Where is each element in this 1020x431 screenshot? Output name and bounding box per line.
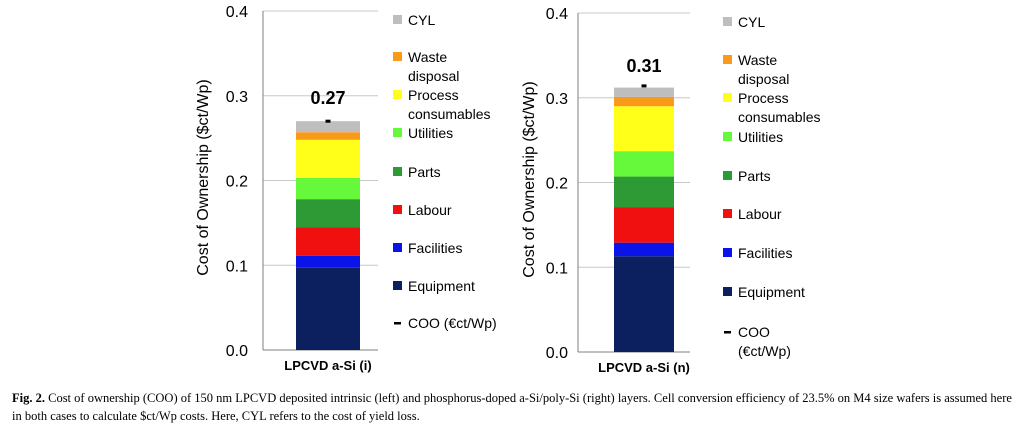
chart2-bar-segment-cyl <box>614 87 674 97</box>
chart1-legend-label-cyl: CYL <box>408 12 435 28</box>
chart1-legend-swatch-cyl <box>393 15 402 24</box>
chart1-bar-segment-cyl <box>296 121 360 133</box>
caption-label: Fig. 2. <box>12 391 45 405</box>
chart1-legend-swatch-facilities <box>393 243 402 252</box>
chart1-total-value-label: 0.27 <box>310 88 345 108</box>
caption-text: Cost of ownership (COO) of 150 nm LPCVD … <box>12 391 1012 423</box>
chart1-legend-swatch-waste <box>393 52 402 61</box>
chart2-legend-label-process: consumables <box>738 109 821 125</box>
chart2-legend-label-waste: Waste <box>738 52 777 68</box>
chart2-legend-label-facilities: Facilities <box>738 245 792 261</box>
chart2-legend-swatch-facilities <box>723 248 732 257</box>
chart2-legend-label-waste: disposal <box>738 71 789 87</box>
chart1-legend-label-equipment: Equipment <box>408 278 475 294</box>
chart2-y-tick-label: 0.1 <box>546 260 568 277</box>
chart2-legend-label-process: Process <box>738 90 789 106</box>
chart1-legend-swatch-equipment <box>393 281 402 290</box>
chart2-coo-marker <box>641 84 647 88</box>
chart1-y-tick-label: 0.0 <box>226 343 248 360</box>
chart2-bar-segment-facilities <box>614 242 674 257</box>
chart1-bar-segment-process-consumables <box>296 139 360 178</box>
chart1-legend-label-process: consumables <box>408 106 491 122</box>
chart1-legend-label-process: Process <box>408 87 459 103</box>
chart1-legend-swatch-parts <box>393 167 402 176</box>
chart2-legend-label-coo: COO <box>738 324 770 340</box>
chart2-legend-label-labour: Labour <box>738 206 782 222</box>
chart2-y-axis-label: Cost of Ownership ($ct/Wp) <box>521 81 538 278</box>
chart1-legend-label-waste: Waste <box>408 49 447 65</box>
chart2-y-tick-label: 0.4 <box>546 6 568 23</box>
chart2-bar-segment-parts <box>614 176 674 208</box>
chart2-legend-swatch-labour <box>723 209 732 218</box>
chart2-y-tick-label: 0.2 <box>546 176 568 193</box>
chart1-y-tick-label: 0.1 <box>226 258 248 275</box>
chart2-y-tick-label: 0.3 <box>546 91 568 108</box>
chart1-bar-segment-labour <box>296 227 360 256</box>
chart2-legend-label-utilities: Utilities <box>738 129 783 145</box>
chart2-bar-segment-waste-disposal <box>614 96 674 107</box>
chart2-legend-swatch-utilities <box>723 132 732 141</box>
figure-caption: Fig. 2. Cost of ownership (COO) of 150 n… <box>12 389 1012 425</box>
chart2-legend-label-coo: (€ct/Wp) <box>738 343 791 359</box>
chart1-bar-segment-waste-disposal <box>296 132 360 140</box>
chart1-legend-swatch-utilities <box>393 128 402 137</box>
chart1-legend-label-labour: Labour <box>408 202 452 218</box>
chart2-legend-swatch-process <box>723 93 732 102</box>
chart2-legend-swatch-equipment <box>723 287 732 296</box>
chart2-x-category-label: LPCVD a-Si (n) <box>598 360 690 375</box>
chart1-bar-segment-facilities <box>296 255 360 268</box>
chart2-bar-segment-labour <box>614 207 674 243</box>
chart2-bar-segment-utilities <box>614 151 674 177</box>
chart1-legend-label-utilities: Utilities <box>408 125 453 141</box>
chart1-legend-label-facilities: Facilities <box>408 240 462 256</box>
chart2-bar-segment-process-consumables <box>614 106 674 152</box>
chart2-legend-label-cyl: CYL <box>738 14 765 30</box>
chart1-legend-label-parts: Parts <box>408 164 441 180</box>
chart1-y-tick-label: 0.4 <box>226 4 248 21</box>
chart2-legend-swatch-coo <box>724 331 731 334</box>
chart2-legend-label-parts: Parts <box>738 168 771 184</box>
chart1-y-tick-label: 0.3 <box>226 89 248 106</box>
chart2-total-value-label: 0.31 <box>626 56 661 76</box>
chart1-legend-label-waste: disposal <box>408 68 459 84</box>
chart1-bar-segment-parts <box>296 199 360 228</box>
chart1-legend-swatch-process <box>393 90 402 99</box>
chart2-legend-label-equipment: Equipment <box>738 284 805 300</box>
chart1-legend-swatch-labour <box>393 205 402 214</box>
chart2-legend-swatch-waste <box>723 55 732 64</box>
chart1-legend-swatch-coo <box>394 322 401 325</box>
chart1-bar-segment-utilities <box>296 177 360 200</box>
chart1-bar-segment-equipment <box>296 267 360 350</box>
chart1-y-tick-label: 0.2 <box>226 174 248 191</box>
chart2-bar-segment-equipment <box>614 256 674 352</box>
chart1-legend-label-coo: COO (€ct/Wp) <box>408 315 497 331</box>
chart1-x-category-label: LPCVD a-Si (i) <box>284 358 371 373</box>
chart2-legend-swatch-cyl <box>723 17 732 26</box>
chart1-y-axis-label: Cost of Ownership ($ct/Wp) <box>195 79 212 276</box>
chart2-y-tick-label: 0.0 <box>546 345 568 362</box>
chart2-legend-swatch-parts <box>723 171 732 180</box>
figure-canvas: 0.0 0.1 0.2 0.3 0.4 Cost of Ownership ($ct/Wp… <box>195 4 821 375</box>
chart1-coo-marker <box>325 119 331 123</box>
